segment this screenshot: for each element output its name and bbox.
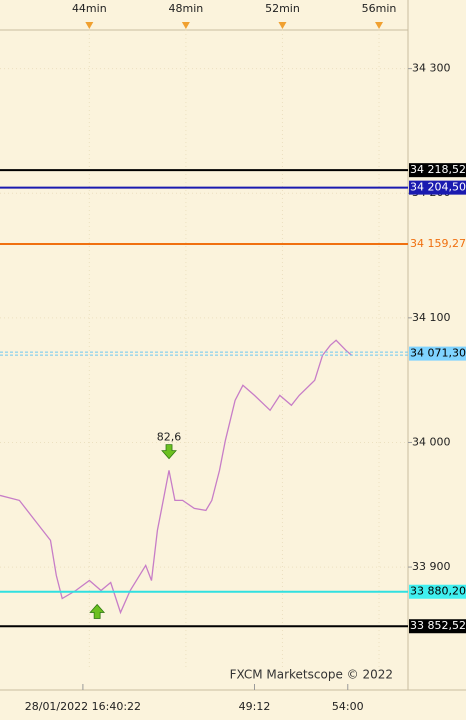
level-label: 34 218,52 (410, 163, 466, 176)
level-label-bg (409, 236, 466, 251)
level-label-bg (409, 619, 466, 634)
level-label-bg (409, 346, 466, 361)
level-label-bg (409, 584, 466, 599)
x2-tick (278, 22, 287, 29)
price-line (0, 339, 353, 615)
x2-tick-label: 52min (265, 2, 300, 15)
x-tick-label: 28/01/2022 16:40:22 (25, 700, 141, 713)
x-tick-label: 54:00 (332, 700, 364, 713)
y-tick-label: 33 900 (412, 560, 451, 573)
y-tick-label: 34 100 (412, 311, 451, 324)
x-tick-label: 49:12 (239, 700, 271, 713)
level-label: 33 880,20 (410, 585, 466, 598)
level-label-bg (409, 163, 466, 178)
x2-tick (85, 22, 94, 29)
level-label: 34 204,50 (410, 181, 466, 194)
level-label: 34 071,30 (410, 347, 466, 360)
x2-tick-label: 48min (169, 2, 204, 15)
trade-arrow (161, 444, 177, 460)
trade-label: 82,6 (157, 431, 182, 444)
level-label: 33 852,52 (410, 619, 466, 632)
level-label-bg (409, 180, 466, 195)
trade-arrow (89, 603, 106, 619)
x2-tick-label: 56min (362, 2, 397, 15)
level-label: 34 159,27 (410, 237, 466, 250)
x2-tick (375, 22, 384, 29)
x2-tick-label: 44min (72, 2, 107, 15)
y-tick-label: 34 300 (412, 62, 451, 75)
watermark: FXCM Marketscope © 2022 (230, 668, 393, 682)
y-tick-label: 34 000 (412, 435, 451, 448)
x2-tick (181, 22, 190, 29)
